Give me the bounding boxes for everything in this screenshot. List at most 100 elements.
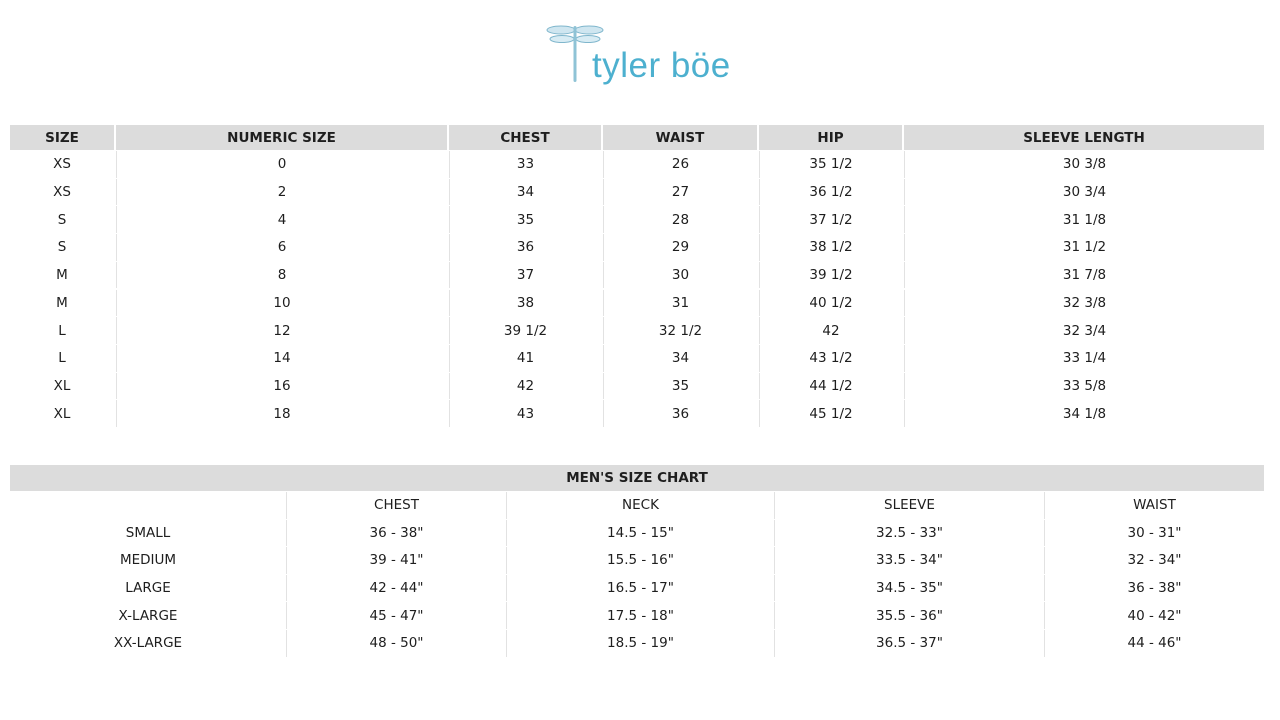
table-cell: 48 - 50" xyxy=(286,630,506,657)
table-cell: 18 xyxy=(116,400,447,427)
table-cell: 42 - 44" xyxy=(286,574,506,602)
table-cell: 36 1/2 xyxy=(759,178,902,206)
table-cell: 30 xyxy=(603,261,757,289)
table-cell: 42 xyxy=(449,372,601,400)
table-cell: S xyxy=(57,239,67,256)
table-cell: 39 - 41" xyxy=(286,547,506,574)
table-cell: 32 - 34" xyxy=(1044,547,1264,574)
womens-size-table: SIZE NUMERIC SIZE CHEST WAIST HIP SLEEVE LENG… xyxy=(10,125,1264,430)
table-cell: 34.5 - 35" xyxy=(774,574,1044,602)
table-cell: 31 7/8 xyxy=(904,261,1264,289)
table-cell: 35.5 - 36" xyxy=(774,602,1044,629)
table-cell: 35 xyxy=(449,206,601,234)
table-cell: S xyxy=(57,211,67,228)
column-header: CHEST xyxy=(286,492,506,519)
table-cell: 42 xyxy=(759,317,902,344)
table-cell: 18.5 - 19" xyxy=(506,630,774,657)
table-cell: XL xyxy=(53,405,71,422)
table-cell: 27 xyxy=(603,178,757,206)
table-cell: 31 1/8 xyxy=(904,206,1264,234)
mens-size-table: MEN'S SIZE CHART CHEST NECK SLEEVE WAIST SMAL… xyxy=(10,465,1264,660)
table-cell: 33 5/8 xyxy=(904,372,1264,400)
table-cell: 36.5 - 37" xyxy=(774,630,1044,657)
table-cell: 0 xyxy=(116,151,447,178)
column-header: SLEEVE xyxy=(774,492,1044,519)
table-cell: 14 xyxy=(116,344,447,372)
table-cell: 37 xyxy=(449,261,601,289)
table-cell: 15.5 - 16" xyxy=(506,547,774,574)
table-cell: 16 xyxy=(116,372,447,400)
table-cell: 36 xyxy=(449,234,601,261)
table-cell: 43 1/2 xyxy=(759,344,902,372)
table-cell: 6 xyxy=(116,234,447,261)
table-cell: 32 1/2 xyxy=(603,317,757,344)
table-cell: XX-LARGE xyxy=(113,635,183,652)
table-cell: 14.5 - 15" xyxy=(506,519,774,547)
table-cell: 34 xyxy=(449,178,601,206)
dragonfly-icon xyxy=(546,25,604,82)
table-cell: XS xyxy=(53,184,71,201)
table-cell: 38 xyxy=(449,289,601,317)
column-header: WAIST xyxy=(603,125,757,150)
column-header: CHEST xyxy=(449,125,601,150)
table-cell: 39 1/2 xyxy=(759,261,902,289)
table-cell: 31 1/2 xyxy=(904,234,1264,261)
table-cell: M xyxy=(56,294,68,311)
table-cell: XL xyxy=(53,377,71,394)
table-cell: 29 xyxy=(603,234,757,261)
table-cell: 30 3/4 xyxy=(904,178,1264,206)
table-cell: 33 xyxy=(449,151,601,178)
table-cell: 4 xyxy=(116,206,447,234)
brand-name: tyler böe xyxy=(592,46,731,85)
column-header: WAIST xyxy=(1044,492,1264,519)
table-cell: LARGE xyxy=(125,580,171,597)
table-cell: 41 xyxy=(449,344,601,372)
table-cell: SMALL xyxy=(125,524,171,541)
table-cell: X-LARGE xyxy=(118,607,178,624)
table-cell: 33 1/4 xyxy=(904,344,1264,372)
table-cell: 37 1/2 xyxy=(759,206,902,234)
table-cell: 33.5 - 34" xyxy=(774,547,1044,574)
table-cell: 35 1/2 xyxy=(759,151,902,178)
table-cell: 32 3/4 xyxy=(904,317,1264,344)
table-cell: 44 1/2 xyxy=(759,372,902,400)
table-cell: M xyxy=(56,267,68,284)
table-cell: XS xyxy=(53,156,71,173)
table-cell: 26 xyxy=(603,151,757,178)
table-cell: MEDIUM xyxy=(119,552,177,569)
table-cell: 16.5 - 17" xyxy=(506,574,774,602)
table-cell: 36 - 38" xyxy=(1044,574,1264,602)
column-header: NUMERIC SIZE xyxy=(116,125,447,150)
column-header: NECK xyxy=(506,492,774,519)
table-cell: 12 xyxy=(116,317,447,344)
column-header: SIZE xyxy=(10,125,114,150)
table-cell: 34 1/8 xyxy=(904,400,1264,427)
table-cell: 32.5 - 33" xyxy=(774,519,1044,547)
table-cell: 39 1/2 xyxy=(449,317,601,344)
column-header: HIP xyxy=(759,125,902,150)
table-cell: 38 1/2 xyxy=(759,234,902,261)
table-cell: 8 xyxy=(116,261,447,289)
table-cell: L xyxy=(58,322,66,339)
column-header xyxy=(10,492,286,519)
column-header: SLEEVE LENGTH xyxy=(904,125,1264,150)
table-cell: 45 1/2 xyxy=(759,400,902,427)
table-cell: 32 3/8 xyxy=(904,289,1264,317)
table-cell: 2 xyxy=(116,178,447,206)
table-cell: 43 xyxy=(449,400,601,427)
table-cell: 36 - 38" xyxy=(286,519,506,547)
brand-logo: tyler böe xyxy=(545,22,745,92)
table-cell: 45 - 47" xyxy=(286,602,506,629)
table-cell: 40 - 42" xyxy=(1044,602,1264,629)
table-cell: 44 - 46" xyxy=(1044,630,1264,657)
table-cell: 17.5 - 18" xyxy=(506,602,774,629)
table-cell: 34 xyxy=(603,344,757,372)
table-cell: 35 xyxy=(603,372,757,400)
mens-chart-title: MEN'S SIZE CHART xyxy=(10,465,1264,491)
table-cell: 28 xyxy=(603,206,757,234)
table-cell: 30 3/8 xyxy=(904,151,1264,178)
table-cell: L xyxy=(58,350,66,367)
table-cell: 36 xyxy=(603,400,757,427)
table-cell: 10 xyxy=(116,289,447,317)
table-cell: 40 1/2 xyxy=(759,289,902,317)
